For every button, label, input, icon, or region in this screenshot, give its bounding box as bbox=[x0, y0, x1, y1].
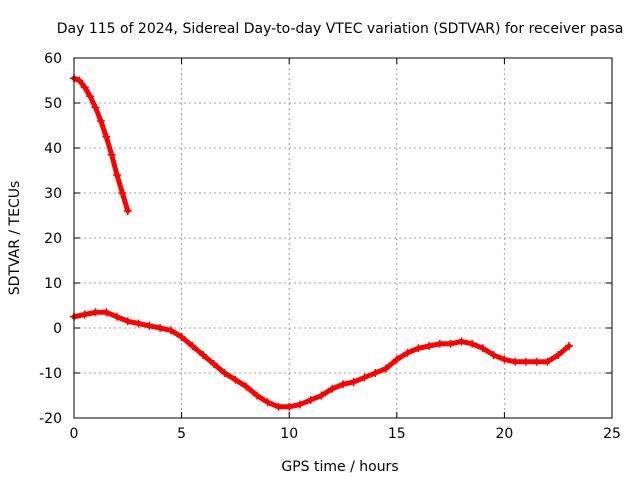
data-point bbox=[209, 360, 218, 368]
data-point bbox=[80, 83, 89, 92]
data-point bbox=[468, 339, 477, 348]
data-point bbox=[392, 355, 401, 364]
x-tick-label: 0 bbox=[70, 426, 79, 442]
y-tick-label: 0 bbox=[53, 321, 62, 337]
data-point bbox=[166, 326, 175, 335]
data-point bbox=[274, 402, 283, 411]
y-tick-label: 30 bbox=[44, 186, 62, 202]
data-point bbox=[328, 384, 337, 393]
data-point bbox=[220, 369, 229, 377]
data-point bbox=[446, 339, 455, 348]
data-point bbox=[134, 319, 143, 328]
data-point bbox=[295, 400, 304, 409]
x-axis-label: GPS time / hours bbox=[281, 459, 398, 475]
data-point bbox=[102, 132, 111, 141]
data-point bbox=[489, 351, 498, 359]
data-point bbox=[113, 312, 122, 321]
tick-labels: 0 5 10 15 20 25 -20 -10 0 10 20 30 40 50 60 bbox=[39, 51, 621, 442]
series-group bbox=[70, 308, 573, 411]
data-point bbox=[123, 317, 132, 326]
data-point bbox=[145, 321, 154, 330]
chart-title: Day 115 of 2024, Sidereal Day-to-day VTE… bbox=[57, 21, 624, 37]
y-tick-label: -10 bbox=[39, 366, 62, 382]
x-tick-label: 5 bbox=[177, 426, 186, 442]
data-point bbox=[382, 364, 391, 373]
data-point bbox=[263, 398, 272, 407]
y-tick-label: -20 bbox=[39, 411, 62, 427]
data-point bbox=[75, 76, 84, 85]
data-point bbox=[96, 117, 105, 125]
series-group bbox=[70, 74, 132, 215]
y-tick-label: 40 bbox=[44, 141, 62, 157]
x-tick-label: 15 bbox=[388, 426, 406, 442]
y-tick-label: 60 bbox=[44, 51, 62, 67]
data-point bbox=[511, 357, 520, 366]
data-point bbox=[403, 348, 412, 357]
data-point bbox=[435, 339, 444, 348]
data-point bbox=[425, 342, 434, 350]
data-point bbox=[252, 391, 261, 400]
x-tick-label: 25 bbox=[603, 426, 621, 442]
data-point bbox=[306, 396, 315, 404]
data-point bbox=[360, 373, 369, 382]
data-point bbox=[177, 333, 186, 341]
data-point bbox=[118, 189, 127, 197]
data-point bbox=[156, 324, 165, 332]
data-point bbox=[91, 308, 100, 317]
ticks bbox=[73, 57, 613, 419]
data-point bbox=[242, 382, 251, 391]
data-point bbox=[123, 207, 132, 215]
data-point bbox=[371, 369, 380, 377]
data-point bbox=[532, 357, 541, 366]
data-series bbox=[70, 74, 573, 411]
data-point bbox=[86, 92, 95, 101]
y-tick-label: 10 bbox=[44, 276, 62, 292]
data-point bbox=[91, 103, 100, 112]
y-tick-label: 50 bbox=[44, 96, 62, 112]
data-point bbox=[414, 344, 423, 353]
data-point bbox=[478, 344, 487, 353]
data-point bbox=[80, 310, 89, 319]
data-point bbox=[349, 378, 358, 386]
x-tick-label: 10 bbox=[280, 426, 298, 442]
data-point bbox=[199, 351, 208, 359]
y-axis-label: SDTVAR / TECUs bbox=[7, 181, 23, 296]
data-point bbox=[339, 380, 347, 389]
data-point bbox=[113, 171, 122, 179]
data-point bbox=[564, 342, 573, 350]
data-point bbox=[500, 355, 509, 364]
data-point bbox=[188, 342, 197, 350]
data-point bbox=[521, 357, 530, 366]
data-point bbox=[102, 308, 111, 317]
y-tick-label: 20 bbox=[44, 231, 62, 247]
data-point bbox=[231, 375, 240, 384]
data-point bbox=[107, 150, 116, 159]
data-point bbox=[457, 337, 466, 346]
data-point bbox=[543, 357, 552, 366]
data-point bbox=[317, 391, 326, 400]
x-tick-label: 20 bbox=[495, 426, 513, 442]
data-point bbox=[285, 402, 294, 411]
data-point bbox=[554, 351, 563, 359]
